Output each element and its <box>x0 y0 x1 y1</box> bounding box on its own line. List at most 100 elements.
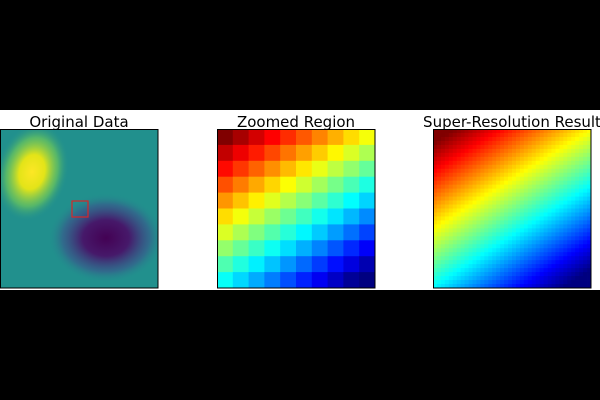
pixel <box>448 132 454 138</box>
pixel <box>512 148 517 154</box>
pixel <box>512 129 517 134</box>
pixel <box>440 160 446 166</box>
pixel <box>500 268 505 273</box>
pixel <box>551 188 556 193</box>
pixel <box>551 172 556 178</box>
pixel <box>531 144 537 150</box>
pixel <box>587 129 592 134</box>
pixel <box>440 216 446 221</box>
pixel <box>436 268 442 273</box>
pixel <box>535 164 541 170</box>
pixel <box>551 168 556 174</box>
pixel <box>539 200 544 205</box>
pixel <box>488 280 493 285</box>
pixel <box>444 136 450 142</box>
pixel <box>492 129 497 134</box>
pixel <box>440 232 446 237</box>
pixel <box>484 224 489 229</box>
pixel <box>551 192 556 197</box>
pixel <box>571 172 576 178</box>
pixel <box>456 256 462 261</box>
pixel <box>500 224 505 229</box>
pixel <box>508 180 513 186</box>
pixel <box>527 236 533 241</box>
pixel <box>488 196 493 201</box>
pixel <box>472 140 477 146</box>
pixel <box>217 144 234 162</box>
pixel <box>327 224 344 241</box>
pixel <box>472 184 477 190</box>
pixel <box>555 240 560 245</box>
pixel <box>523 216 529 221</box>
pixel <box>567 252 572 257</box>
pixel <box>448 224 454 229</box>
pixel <box>587 192 592 197</box>
pixel <box>563 148 568 154</box>
pixel <box>587 200 592 205</box>
pixel <box>464 188 469 193</box>
pixel <box>575 176 580 182</box>
zoomed-image <box>217 129 376 289</box>
pixel <box>527 240 533 245</box>
pixel <box>523 152 529 158</box>
pixel <box>543 164 548 170</box>
pixel <box>476 160 481 166</box>
pixel <box>512 176 517 182</box>
pixel <box>508 184 513 190</box>
pixel <box>555 268 560 273</box>
pixel <box>555 208 560 213</box>
pixel <box>543 284 548 289</box>
pixel <box>575 244 580 249</box>
pixel <box>433 276 438 281</box>
pixel <box>488 276 493 281</box>
pixel <box>456 204 462 209</box>
pixel <box>571 132 576 138</box>
pixel <box>484 264 489 269</box>
pixel <box>264 129 281 146</box>
pixel <box>504 132 509 138</box>
pixel <box>515 132 521 138</box>
pixel <box>571 144 576 150</box>
pixel <box>476 224 481 229</box>
pixel <box>476 256 481 261</box>
pixel <box>523 129 529 134</box>
pixel <box>476 129 481 134</box>
pixel <box>531 280 537 285</box>
pixel <box>515 129 521 134</box>
panel-frame <box>433 129 592 289</box>
pixel <box>472 136 477 142</box>
pixel <box>444 148 450 154</box>
pixel <box>515 272 521 277</box>
pixel <box>452 176 458 182</box>
pixel <box>433 224 438 229</box>
pixel <box>464 160 469 166</box>
pixel <box>527 129 533 134</box>
pixel <box>559 272 564 277</box>
pixel <box>575 256 580 261</box>
pixel <box>440 240 446 245</box>
pixel <box>476 208 481 213</box>
pixel <box>547 129 552 134</box>
pixel <box>444 144 450 150</box>
pixel <box>440 152 446 158</box>
pixel <box>575 276 580 281</box>
pixel <box>543 200 548 205</box>
pixel <box>472 192 477 197</box>
pixel <box>452 140 458 146</box>
pixel <box>500 228 505 233</box>
pixel <box>484 172 489 178</box>
pixel <box>559 212 564 217</box>
pixel <box>448 176 454 182</box>
pixel <box>563 212 568 217</box>
pixel <box>440 212 446 217</box>
pixel <box>567 280 572 285</box>
pixel <box>444 224 450 229</box>
pixel <box>448 140 454 146</box>
pixel <box>456 184 462 190</box>
pixel <box>327 272 344 289</box>
pixel <box>488 264 493 269</box>
pixel <box>527 272 533 277</box>
pixel <box>500 212 505 217</box>
pixel <box>539 160 544 166</box>
